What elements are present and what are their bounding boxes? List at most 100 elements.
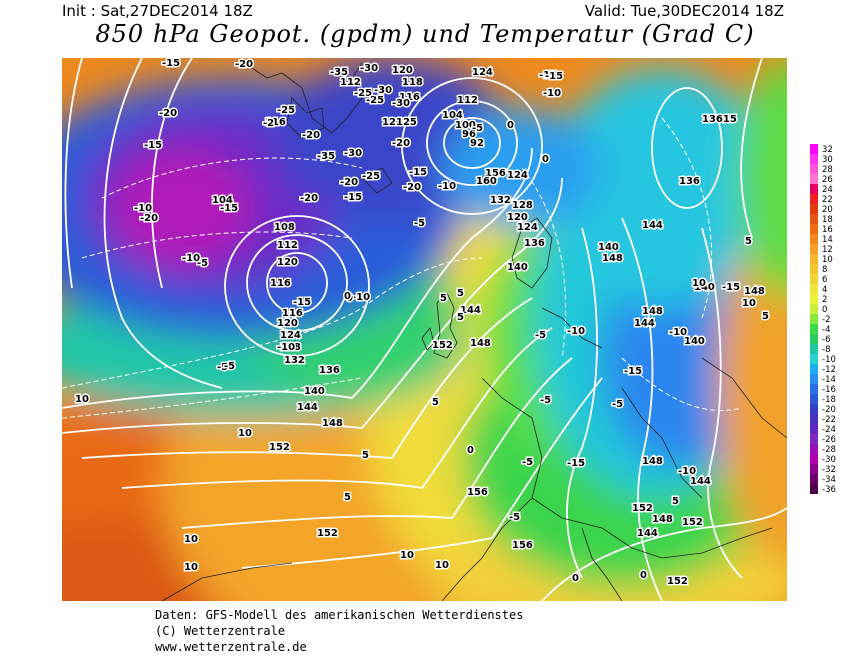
legend-swatch: [810, 484, 818, 494]
temperature-label: -20: [235, 59, 253, 70]
temperature-isolines: [62, 117, 743, 419]
legend-swatch: [810, 464, 818, 474]
temperature-label: -5: [522, 457, 533, 468]
legend-swatch: [810, 164, 818, 174]
temperature-label: -25: [366, 95, 384, 106]
geopotential-label: 152: [317, 528, 338, 539]
temperature-label: 0: [640, 570, 647, 581]
temperature-label: -10: [678, 466, 696, 477]
temperature-label: 10: [692, 278, 706, 289]
geopotential-label: 118: [402, 77, 423, 88]
geopotential-label: 148: [642, 456, 663, 467]
geopotential-label: 132: [490, 195, 511, 206]
temperature-label: -15: [144, 140, 162, 151]
temperature-label: 5: [762, 311, 769, 322]
legend-swatch: [810, 344, 818, 354]
geopotential-isolines: [62, 58, 787, 601]
temperature-label: 10: [75, 394, 89, 405]
geopotential-label: 152: [632, 503, 653, 514]
legend-swatch: [810, 414, 818, 424]
temperature-label: -20: [340, 177, 358, 188]
geopotential-label: 140: [598, 242, 619, 253]
temperature-label: -30: [344, 148, 362, 159]
legend-swatch: [810, 254, 818, 264]
temperature-label: 0: [572, 573, 579, 584]
init-time: Init : Sat,27DEC2014 18Z: [62, 2, 253, 20]
legend-swatch: [810, 354, 818, 364]
legend-swatch: [810, 434, 818, 444]
temperature-label: 5: [457, 312, 464, 323]
geopotential-label: 148: [642, 306, 663, 317]
temperature-label: -20: [302, 130, 320, 141]
legend-swatch: [810, 444, 818, 454]
geopotential-label: 136: [679, 176, 700, 187]
geopotential-label: 148: [652, 514, 673, 525]
geopotential-label: 152: [682, 517, 703, 528]
geopotential-label: 136: [319, 365, 340, 376]
legend-swatch: [810, 274, 818, 284]
legend-swatch: [810, 384, 818, 394]
temperature-label: -5: [472, 123, 483, 134]
geopotential-label: 124: [280, 330, 301, 341]
legend-swatch: [810, 234, 818, 244]
temperature-label: -15: [162, 58, 180, 69]
legend-label: 2: [822, 295, 827, 305]
data-source-credit: Daten: GFS-Modell des amerikanischen Wet…: [155, 608, 524, 622]
temperature-label: 5: [362, 450, 369, 461]
legend-swatch: [810, 264, 818, 274]
geopotential-label: 92: [470, 138, 484, 149]
temperature-label: -15: [722, 282, 740, 293]
temperature-label: -2: [263, 118, 274, 129]
legend-swatch: [810, 204, 818, 214]
legend-swatch: [810, 214, 818, 224]
temperature-label: -5: [509, 512, 520, 523]
temperature-label: -25: [277, 105, 295, 116]
temperature-label: -15: [624, 366, 642, 377]
geopotential-label: 108: [274, 222, 295, 233]
legend-swatch: [810, 404, 818, 414]
geopotential-label: 112: [457, 95, 478, 106]
temperature-label: -10: [277, 342, 295, 353]
temperature-label: 5: [672, 496, 679, 507]
temperature-label: -10: [543, 88, 561, 99]
temperature-label: -15: [539, 70, 557, 81]
temperature-label: 10: [238, 428, 252, 439]
temperature-label: 0: [467, 445, 474, 456]
legend-label: 4: [822, 285, 827, 295]
temperature-label: -20: [159, 108, 177, 119]
coastlines: [161, 62, 787, 601]
legend-label: -10: [822, 355, 836, 365]
temperature-label: -10: [669, 327, 687, 338]
temperature-label: -35: [317, 151, 335, 162]
geopotential-label: 152: [667, 576, 688, 587]
temperature-label: -20: [403, 182, 421, 193]
temperature-label: 0: [507, 120, 514, 131]
legend-swatch: [810, 294, 818, 304]
legend-label: -16: [822, 385, 836, 395]
legend-swatch: [810, 454, 818, 464]
geopotential-label: 120: [277, 257, 298, 268]
legend-label: 24: [822, 185, 833, 195]
temperature-label: 5: [457, 288, 464, 299]
temperature-label: -30: [392, 98, 410, 109]
geopotential-label: 148: [744, 286, 765, 297]
valid-time: Valid: Tue,30DEC2014 18Z: [584, 2, 784, 20]
legend-label: 0: [822, 305, 827, 315]
temperature-label: -5: [540, 395, 551, 406]
geopotential-label: 128: [512, 200, 533, 211]
temperature-label: -15: [567, 458, 585, 469]
geopotential-label: 156: [485, 168, 506, 179]
map-title: 850 hPa Geopot. (gpdm) und Temperatur (G…: [95, 20, 755, 48]
geopotential-label: 140: [684, 336, 705, 347]
geopotential-label: 136: [524, 238, 545, 249]
temperature-label: -30: [374, 85, 392, 96]
temperature-label: -20: [140, 213, 158, 224]
copyright: (C) Wetterzentrale: [155, 624, 286, 638]
website-link[interactable]: www.wetterzentrale.de: [155, 640, 307, 654]
temperature-label: 10: [184, 534, 198, 545]
temperature-label: -5: [414, 218, 425, 229]
legend-label: -8: [822, 345, 830, 355]
legend-label: -4: [822, 325, 830, 335]
temperature-label: -15: [409, 167, 427, 178]
